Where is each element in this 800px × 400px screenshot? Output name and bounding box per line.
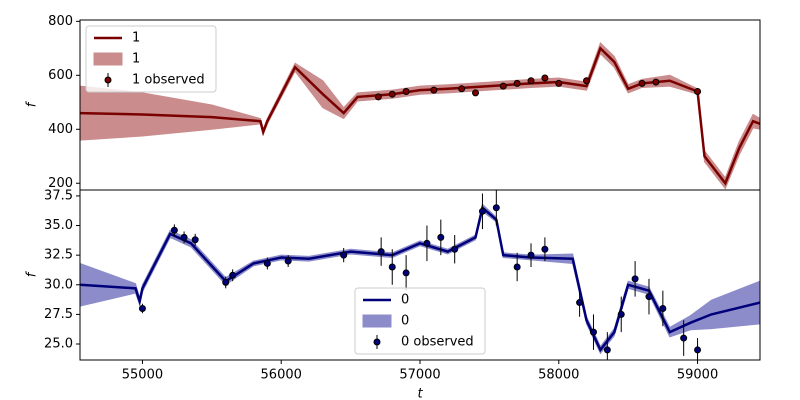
- observed-point: [437, 233, 445, 241]
- x-tick-label: 56000: [261, 368, 302, 383]
- observed-point: [513, 79, 521, 87]
- observed-point: [499, 82, 507, 90]
- observed-point: [388, 90, 396, 98]
- legend-label: 0: [401, 314, 409, 329]
- observed-point: [513, 263, 521, 271]
- observed-point: [659, 304, 667, 312]
- observed-point: [617, 310, 625, 318]
- legend-label: 1: [132, 31, 140, 46]
- observed-point: [222, 278, 230, 286]
- observed-point: [631, 275, 639, 283]
- legend-patch: [362, 314, 392, 328]
- observed-point: [527, 77, 535, 85]
- observed-point: [340, 251, 348, 259]
- y-tick-label: 25.0: [44, 337, 73, 352]
- observed-point: [402, 269, 410, 277]
- observed-point: [603, 346, 611, 354]
- observed-point: [458, 85, 466, 93]
- observed-point: [180, 233, 188, 241]
- legend-patch: [93, 52, 123, 66]
- observed-point: [374, 93, 382, 101]
- x-tick-label: 55000: [122, 368, 163, 383]
- y-tick-label: 32.5: [44, 248, 73, 263]
- observed-point: [541, 245, 549, 253]
- y-tick-label: 37.5: [44, 188, 73, 203]
- y-tick-label: 200: [48, 176, 73, 191]
- mean-line: [80, 46, 760, 186]
- observed-point: [492, 204, 500, 212]
- observed-point: [423, 239, 431, 247]
- observed-point: [170, 226, 178, 234]
- observed-point: [377, 248, 385, 256]
- observed-point: [541, 74, 549, 82]
- y-axis-label: f: [25, 270, 40, 277]
- observed-point: [576, 299, 584, 307]
- observed-point: [694, 88, 702, 96]
- observed-point: [589, 328, 597, 336]
- observed-point: [472, 89, 480, 97]
- observed-point: [527, 251, 535, 259]
- observed-point: [430, 86, 438, 94]
- observed-point: [680, 334, 688, 342]
- legend-dot: [373, 338, 381, 346]
- plot-area: [80, 42, 760, 190]
- legend-label: 1 observed: [132, 73, 205, 88]
- observed-point: [229, 271, 237, 279]
- observed-point: [451, 245, 459, 253]
- y-axis-label: f: [25, 100, 40, 107]
- observed-point: [583, 77, 591, 85]
- observed-point: [284, 257, 292, 265]
- y-tick-label: 600: [48, 68, 73, 83]
- x-tick-label: 59000: [677, 368, 718, 383]
- observed-point: [638, 79, 646, 87]
- y-tick-label: 35.0: [44, 218, 73, 233]
- observed-point: [138, 304, 146, 312]
- y-tick-label: 400: [48, 122, 73, 137]
- legend-label: 0: [401, 293, 409, 308]
- observed-point: [652, 78, 660, 86]
- observed-point: [478, 207, 486, 215]
- x-tick-label: 58000: [538, 368, 579, 383]
- y-tick-label: 30.0: [44, 277, 73, 292]
- observed-point: [694, 346, 702, 354]
- plot-area: [80, 190, 760, 360]
- observed-point: [191, 236, 199, 244]
- y-tick-label: 27.5: [44, 307, 73, 322]
- legend-box: [354, 287, 486, 355]
- x-axis-label: t: [417, 387, 423, 400]
- legend-box: [85, 25, 217, 93]
- observed-point: [388, 263, 396, 271]
- legend-label: 0 observed: [401, 335, 474, 350]
- legend-dot: [104, 76, 112, 84]
- x-tick-label: 57000: [399, 368, 440, 383]
- confidence-band: [80, 203, 760, 355]
- observed-point: [555, 79, 563, 87]
- observed-point: [645, 293, 653, 301]
- y-tick-label: 800: [48, 14, 73, 29]
- observed-point: [263, 259, 271, 267]
- legend-label: 1: [132, 52, 140, 67]
- observed-point: [402, 88, 410, 96]
